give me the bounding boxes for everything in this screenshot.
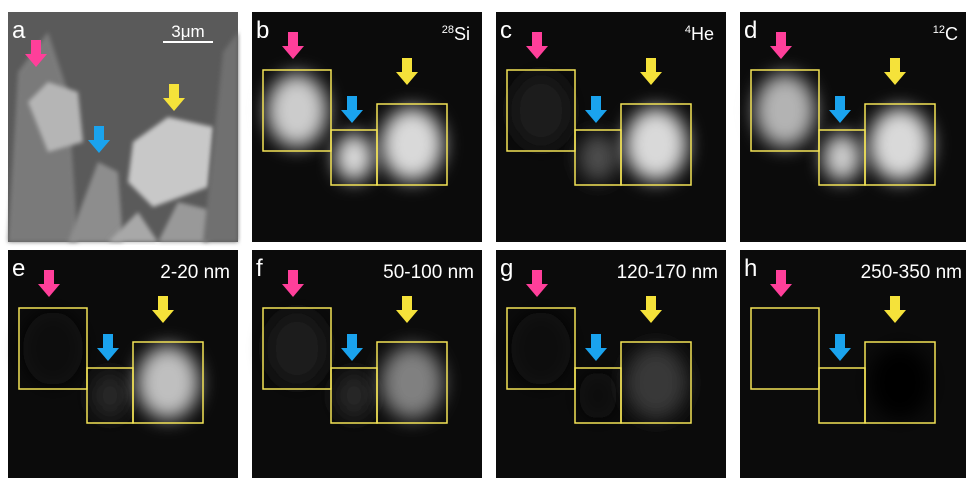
panel-letter: b [256,17,269,44]
isotope-mass: 12 [933,24,945,36]
signal [267,74,327,147]
panel-letter: a [12,17,26,44]
signal [869,346,931,419]
isotope-element: He [691,24,714,44]
panel-letter: g [500,255,513,282]
signal [625,108,687,181]
panel: 28Si b [252,12,482,242]
signal [381,108,443,181]
signal [869,108,931,181]
signal [579,372,617,419]
signal [511,312,571,385]
signal [335,372,373,419]
scale-bar-label: 3μm [171,22,204,41]
panel-label: 2-20 nm [160,262,230,283]
signal [823,134,861,181]
panel-letter: d [744,17,757,44]
figure: 3μma28Sib4Hec12Cd2-20 nme50-100 nmf120-1… [0,0,966,478]
panel-letter: e [12,255,25,282]
signal [625,346,687,419]
signal [335,134,373,181]
panel: 250-350 nm h [740,250,966,478]
panel-letter: h [744,255,757,282]
panel-letter: f [256,255,263,282]
panel: 2-20 nm e [8,250,238,478]
panel-label: 120-170 nm [617,262,718,283]
isotope-mass: 28 [442,24,454,36]
panel: 50-100 nm f [252,250,482,478]
signal [511,74,571,147]
isotope-element: C [945,24,958,44]
signal [579,134,617,181]
panel-label: 250-350 nm [861,262,962,283]
panel: 120-170 nm g [496,250,726,478]
signal [267,312,327,385]
signal [755,74,815,147]
panel: 3μm a [8,12,238,242]
signal [23,312,83,385]
panel-label: 50-100 nm [383,262,474,283]
panel-letter: c [500,17,512,44]
isotope-element: Si [454,24,470,44]
signal [381,346,443,419]
signal [137,346,199,419]
signal [91,372,129,419]
